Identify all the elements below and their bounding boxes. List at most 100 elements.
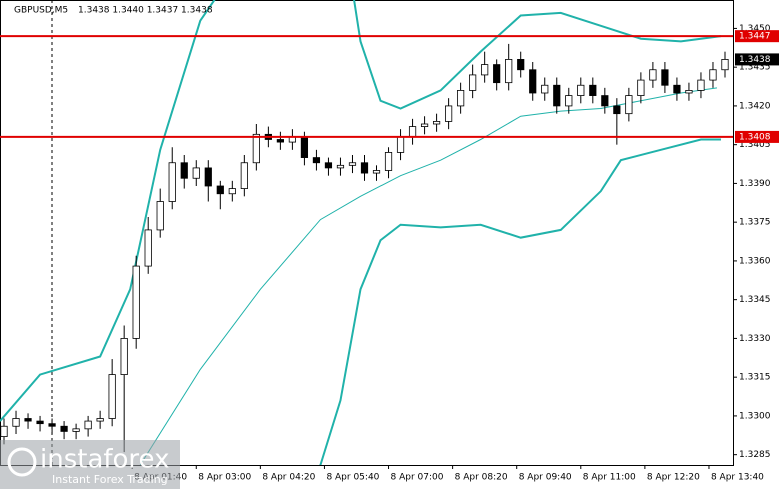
candle-body bbox=[565, 95, 573, 107]
candle-body bbox=[300, 136, 309, 158]
x-tick-label: 8 Apr 13:40 bbox=[711, 473, 764, 483]
price-label: 1.3438 bbox=[739, 55, 771, 65]
candle-body bbox=[721, 59, 729, 71]
candle-body bbox=[252, 133, 260, 164]
candle-body bbox=[505, 59, 513, 84]
candle-body bbox=[469, 74, 477, 91]
level-label: 1.3447 bbox=[739, 32, 771, 42]
watermark-box bbox=[0, 440, 180, 489]
indicator-line bbox=[0, 0, 722, 422]
candle-body bbox=[204, 167, 212, 187]
candle-body bbox=[24, 418, 32, 422]
x-tick-label: 8 Apr 05:40 bbox=[326, 473, 379, 483]
level-label-box bbox=[735, 130, 779, 143]
candle-body bbox=[96, 418, 104, 422]
candle-body bbox=[144, 229, 152, 267]
candle-body bbox=[120, 338, 128, 375]
candle-body bbox=[481, 64, 489, 76]
plot-area bbox=[0, 0, 729, 465]
x-tick-label: 8 Apr 11:00 bbox=[583, 473, 636, 483]
y-tick-label: 1.3300 bbox=[739, 411, 771, 421]
candle-body bbox=[324, 162, 333, 169]
candle-body bbox=[517, 59, 525, 71]
candle-body bbox=[348, 162, 357, 166]
candle-body bbox=[493, 64, 501, 84]
plot-frame bbox=[0, 0, 734, 466]
candle-body bbox=[589, 84, 597, 96]
candle-body bbox=[12, 418, 20, 427]
chart-title: GBPUSD,M5 bbox=[14, 6, 68, 16]
candle-body bbox=[432, 121, 441, 125]
candle-body bbox=[192, 167, 200, 179]
candle-body bbox=[156, 201, 164, 231]
candle-body bbox=[613, 105, 621, 115]
indicator-line bbox=[319, 138, 721, 465]
price-label-box bbox=[735, 53, 779, 66]
candle-body bbox=[396, 136, 405, 153]
indicator-line bbox=[139, 87, 718, 465]
candle-body bbox=[276, 139, 284, 143]
y-tick-label: 1.3345 bbox=[739, 295, 771, 305]
x-tick-label: 8 Apr 07:00 bbox=[391, 473, 444, 483]
candle-body bbox=[408, 126, 417, 138]
candle-body bbox=[180, 162, 188, 179]
candle-body bbox=[529, 69, 537, 94]
ohlc-readout: 1.3438 1.3440 1.3437 1.3438 bbox=[78, 6, 213, 16]
candle-body bbox=[312, 157, 321, 164]
candle-body bbox=[420, 123, 429, 127]
candle-body bbox=[132, 265, 140, 339]
candle-body bbox=[553, 84, 561, 107]
candle-body bbox=[685, 90, 693, 94]
watermark-logo bbox=[7, 447, 37, 477]
candle-body bbox=[48, 423, 56, 427]
candle-body bbox=[240, 162, 248, 189]
candle-body bbox=[108, 374, 116, 419]
watermark-tagline: Instant Forex Trading bbox=[52, 473, 168, 486]
candle-body bbox=[697, 79, 705, 91]
y-tick-label: 1.3450 bbox=[739, 24, 771, 34]
x-tick-label: 8 Apr 03:00 bbox=[198, 473, 251, 483]
candle-body bbox=[457, 90, 465, 107]
candle-body bbox=[625, 95, 633, 115]
y-tick-label: 1.3375 bbox=[739, 218, 771, 228]
y-tick-label: 1.3435 bbox=[739, 63, 771, 73]
y-tick-label: 1.3360 bbox=[739, 256, 771, 266]
axes: 1.3450 1.3435 1.3420 1.3405 1.3390 1.3375 1.33… bbox=[131, 24, 771, 483]
candle-body bbox=[601, 95, 609, 107]
y-tick-label: 1.3330 bbox=[739, 334, 771, 344]
y-tick-label: 1.3420 bbox=[739, 101, 771, 111]
candle-body bbox=[372, 170, 381, 174]
candle-body bbox=[673, 84, 681, 94]
candle-body bbox=[168, 162, 176, 202]
x-tick-label: 8 Apr 04:20 bbox=[262, 473, 315, 483]
candle-body bbox=[661, 69, 669, 86]
candle-body bbox=[360, 162, 369, 174]
x-tick-label: 8 Apr 08:20 bbox=[455, 473, 508, 483]
candle-body bbox=[649, 69, 657, 81]
candle-body bbox=[384, 152, 393, 171]
y-tick-label: 1.3285 bbox=[739, 450, 771, 460]
candle-body bbox=[84, 420, 92, 430]
candle-body bbox=[60, 425, 68, 432]
candle-body bbox=[541, 84, 549, 94]
level-label-box bbox=[735, 30, 779, 43]
level-label: 1.3408 bbox=[739, 132, 771, 142]
candle-body bbox=[228, 188, 236, 195]
y-tick-label: 1.3405 bbox=[739, 140, 771, 150]
candle-body bbox=[336, 164, 345, 169]
watermark: instaforex bbox=[40, 445, 169, 475]
candle-body bbox=[72, 428, 80, 432]
candle-body bbox=[577, 84, 585, 96]
candle-body bbox=[216, 185, 224, 195]
y-tick-label: 1.3390 bbox=[739, 179, 771, 189]
candle-body bbox=[637, 79, 645, 96]
candle-body bbox=[36, 420, 44, 425]
y-tick-label: 1.3315 bbox=[739, 373, 771, 383]
candle-body bbox=[0, 425, 8, 437]
x-tick-label: 8 Apr 09:40 bbox=[519, 473, 572, 483]
candle-body bbox=[445, 105, 453, 122]
candle-body bbox=[709, 69, 717, 81]
x-tick-label: 8 Apr 12:20 bbox=[647, 473, 700, 483]
